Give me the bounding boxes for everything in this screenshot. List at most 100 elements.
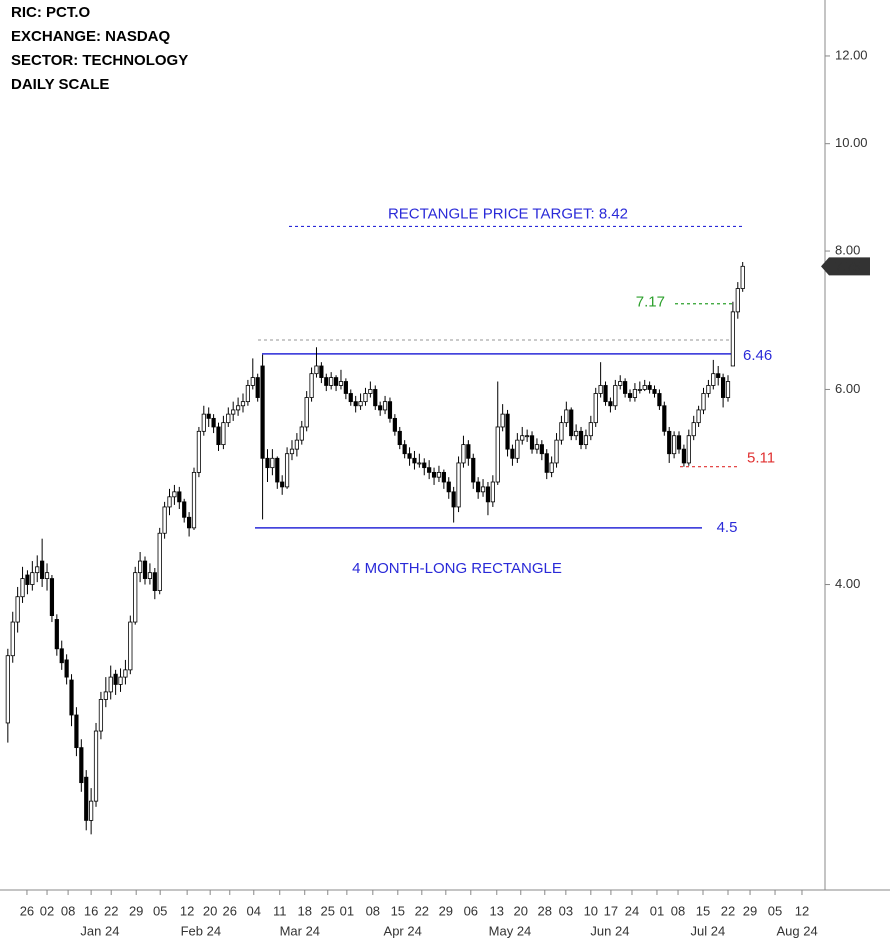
candle-body [35,566,40,574]
candle-body [363,393,368,403]
candle-body [392,417,397,432]
x-tick-label: 02 [40,903,54,918]
x-tick-label: 20 [203,903,217,918]
header-line: DAILY SCALE [11,76,109,93]
candle-body [667,430,672,455]
x-tick-label: 26 [223,903,237,918]
candle-body [255,377,260,398]
candle-body [25,574,30,585]
candle-body [93,730,99,802]
candle-body [402,444,407,455]
candle-body [407,453,412,459]
y-tick-label: 12.00 [835,47,868,62]
candle-body [564,409,569,424]
x-tick-label: 06 [464,903,478,918]
candle-body [436,471,442,478]
x-tick-label: 17 [604,903,618,918]
x-tick-label: 12 [795,903,809,918]
candle-body [451,491,456,508]
candle-body [108,676,113,693]
candle-body [672,435,677,455]
candle-body [647,385,652,390]
candle-body [289,448,295,455]
candle-body [456,462,461,508]
x-tick-label: 01 [650,903,664,918]
candle-body [79,747,84,784]
candle-body [142,560,148,579]
x-tick-label: 04 [247,903,261,918]
candle-body [216,426,221,446]
candle-body [49,578,55,616]
candle-body [10,621,15,657]
candle-body [711,373,716,386]
candle-body [118,676,123,685]
candle-body [167,496,172,508]
candle-body [333,377,339,386]
x-tick-label: 22 [104,903,118,918]
candle-body [324,377,329,386]
candle-body [245,385,250,403]
candle-body [177,491,182,503]
candle-body [201,413,206,432]
month-label: Jul 24 [691,923,726,938]
candle-body [20,578,25,598]
candle-body [603,385,608,403]
candle-body [706,385,711,394]
candle-body [525,435,530,438]
candle-body [608,401,613,407]
candle-body [113,673,118,685]
candle-body [240,401,246,407]
note: 4 MONTH-LONG RECTANGLE [352,560,562,577]
candle-body [466,444,471,459]
candle-body [583,435,589,446]
level-label: 5.11 [747,450,775,467]
candle-body [652,389,657,394]
candle-body [485,486,491,503]
candle-body [417,462,422,465]
candle-body [505,413,510,450]
candle-body [378,405,383,411]
candle-body [476,481,481,493]
candle-body [172,491,177,498]
candle-body [128,621,133,671]
last-price-tag [821,257,870,276]
candle-body [676,435,682,450]
level-label: RECTANGLE PRICE TARGET: 8.42 [388,205,628,222]
candle-body [510,448,515,459]
candle-body [662,405,667,432]
candle-body [304,397,309,428]
x-tick-label: 15 [696,903,710,918]
candle-body [515,439,520,459]
level-label: 4.5 [717,519,738,536]
candle-body [740,265,745,289]
x-tick-label: 10 [584,903,598,918]
candle-body [358,401,363,407]
candle-body [382,401,388,411]
candle-body [64,659,69,678]
month-label: Mar 24 [280,923,320,938]
candle-body [284,453,290,488]
candle-body [270,457,275,469]
level-label: 6.46 [743,347,772,364]
header-line: EXCHANGE: NASDAQ [11,28,171,45]
y-tick-label: 4.00 [835,576,860,591]
candle-body [495,426,500,483]
candle-body [588,422,593,437]
candle-body [554,439,559,464]
candle-body [191,471,197,529]
candle-body [319,365,324,378]
level-label: 7.17 [636,294,665,311]
candle-body [471,457,476,483]
x-tick-label: 18 [297,903,311,918]
candle-body [593,393,598,424]
candle-body [74,714,79,749]
candle-body [40,560,45,579]
y-tick-label: 6.00 [835,381,860,396]
x-tick-label: 15 [391,903,405,918]
candle-body [529,435,535,450]
candle-body [431,471,437,478]
x-tick-label: 22 [415,903,429,918]
x-tick-label: 24 [625,903,639,918]
candle-body [162,506,167,534]
